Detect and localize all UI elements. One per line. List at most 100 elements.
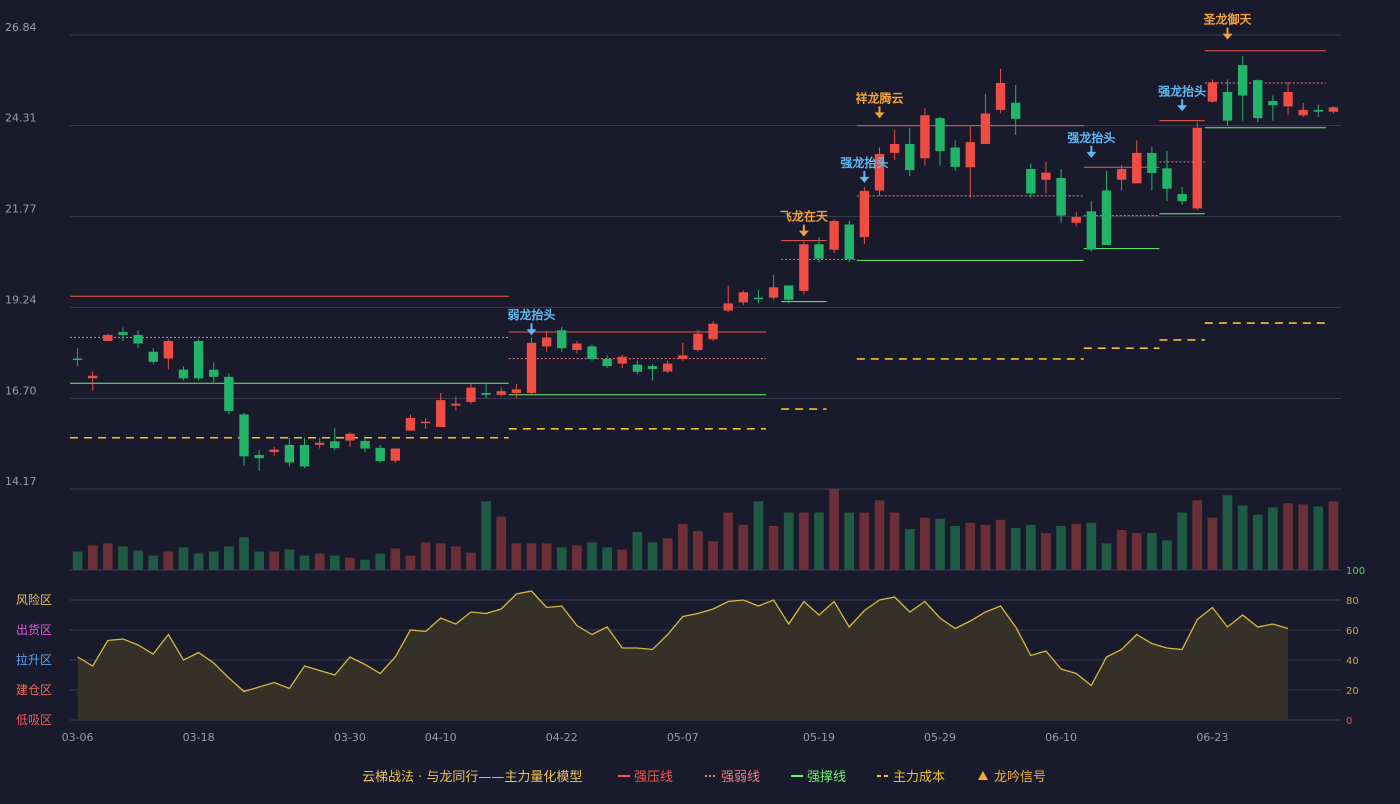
candle-body <box>133 334 143 344</box>
candle-body <box>436 400 446 428</box>
candle <box>1207 79 1218 103</box>
candle <box>330 427 340 451</box>
volume-bar <box>466 552 476 570</box>
y-tick-label: 24.31 <box>5 112 37 125</box>
candle-body <box>632 364 643 372</box>
candle <box>466 384 476 404</box>
candle-body <box>1268 100 1278 106</box>
y-tick-label: 26.84 <box>5 21 37 34</box>
candle <box>1192 122 1202 211</box>
volume-bar <box>1207 517 1218 570</box>
candle-body <box>708 323 718 340</box>
candle-body <box>269 449 279 453</box>
x-tick-label: 03-18 <box>183 731 215 744</box>
candle <box>1056 169 1066 223</box>
candle <box>1147 146 1157 191</box>
x-tick-label: 06-23 <box>1196 731 1228 744</box>
candle-body <box>451 403 461 406</box>
volume-bar <box>1086 522 1097 570</box>
volume-bar <box>1177 512 1187 570</box>
candle-body <box>799 244 809 291</box>
candle-body <box>541 337 552 347</box>
volume-bar <box>1071 523 1082 570</box>
candle-body <box>496 391 506 395</box>
candle-body <box>1162 168 1172 189</box>
volume-bar <box>481 501 491 570</box>
candle <box>1177 186 1187 205</box>
volume-bar <box>224 546 234 570</box>
volume-bar <box>541 543 552 570</box>
candle <box>1101 170 1112 245</box>
volume-bar <box>345 557 355 570</box>
candle <box>980 93 991 144</box>
volume-bar <box>753 501 764 570</box>
volume-bar <box>329 555 340 570</box>
candle <box>1162 151 1172 202</box>
signal-arrow-icon <box>1222 33 1233 40</box>
candle <box>965 126 975 198</box>
volume-bar <box>1162 540 1172 570</box>
volume-bar <box>965 522 976 570</box>
candle-body <box>859 190 870 238</box>
volume-bar <box>783 512 794 570</box>
candle <box>1086 201 1097 252</box>
candle-body <box>1328 107 1339 112</box>
volume-bar <box>708 541 718 570</box>
candle <box>572 341 582 354</box>
signal-label: 强龙抬头 <box>1158 83 1206 98</box>
candle <box>587 344 597 361</box>
volume-bar <box>1041 533 1051 570</box>
candle-body <box>390 448 401 461</box>
volume-bar <box>420 542 431 570</box>
candle <box>1071 212 1081 227</box>
candle-body <box>163 341 174 359</box>
candle <box>193 339 204 381</box>
volume-bar <box>239 537 249 570</box>
zone-label: 建仓区 <box>16 683 52 697</box>
candle-body <box>1147 152 1157 173</box>
candle-body <box>995 83 1006 110</box>
candle <box>314 437 325 449</box>
x-tick-label: 05-29 <box>924 731 956 744</box>
candle-body <box>284 444 295 463</box>
candle-body <box>1041 172 1051 180</box>
volume-bar <box>511 543 522 570</box>
candle <box>814 237 824 263</box>
candle-body <box>814 244 824 259</box>
candle-body <box>920 115 930 159</box>
volume-bar <box>1268 507 1278 570</box>
volume-bar <box>1313 506 1324 570</box>
volume-bar <box>844 512 855 570</box>
signal-arrow-icon <box>874 112 885 119</box>
signal-label: 飞龙在天 <box>780 209 829 224</box>
candle <box>1237 56 1248 121</box>
volume-bar <box>587 542 597 570</box>
candle-body <box>1026 169 1036 194</box>
volume-bar <box>935 518 945 570</box>
volume-bar <box>1116 530 1127 570</box>
volume-bar <box>1237 505 1248 570</box>
zone-label: 出货区 <box>16 622 52 637</box>
candle-body <box>1207 82 1218 102</box>
candle-body <box>209 369 219 377</box>
candle <box>829 219 839 254</box>
indicator-tick-label: 80 <box>1346 596 1359 607</box>
candle-body <box>889 143 900 153</box>
volume-bar <box>1222 495 1233 570</box>
volume-bar <box>269 551 280 570</box>
candle-body <box>662 363 673 372</box>
candle-body <box>511 389 522 393</box>
candle <box>693 330 703 352</box>
candle <box>133 330 143 349</box>
candle <box>647 364 658 381</box>
candle <box>375 444 385 463</box>
volume-bar <box>375 553 386 570</box>
candle <box>1132 140 1142 184</box>
candle <box>1116 165 1127 191</box>
candle-body <box>1101 190 1112 245</box>
volume-bar <box>1131 533 1142 570</box>
candle <box>72 348 83 367</box>
volume-bar <box>950 525 961 570</box>
